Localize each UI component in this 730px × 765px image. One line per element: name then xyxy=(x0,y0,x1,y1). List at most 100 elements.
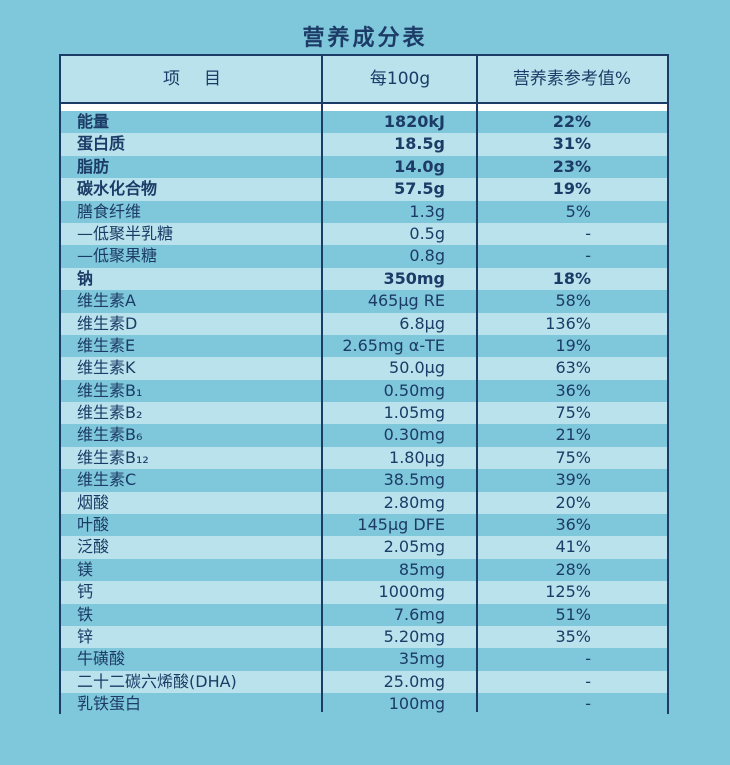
nutrient-name: 膳食纤维 xyxy=(77,201,142,221)
table-row: 维生素B₁₂ 1.80μg 75% xyxy=(61,446,667,470)
nutrient-amount: 1820kJ xyxy=(383,112,445,131)
table-row: 维生素D 6.8μg 136% xyxy=(61,312,667,335)
nutrient-nrv: 36% xyxy=(555,380,591,400)
table-row: 维生素A 465μg RE 58% xyxy=(61,290,667,313)
nutrient-nrv: 22% xyxy=(552,112,591,131)
column-divider xyxy=(476,56,478,712)
table-row: —低聚半乳糖 0.5g - xyxy=(61,222,667,246)
nutrient-name: 牛磺酸 xyxy=(77,649,126,669)
nutrient-nrv: 39% xyxy=(555,470,591,490)
nutrient-name: 蛋白质 xyxy=(77,134,126,154)
nutrient-amount: 85mg xyxy=(398,559,445,579)
nutrient-amount: 18.5g xyxy=(394,134,445,154)
nutrient-amount: 35mg xyxy=(398,649,445,669)
nutrient-nrv: 75% xyxy=(555,447,591,467)
table-row: 叶酸 145μg DFE 36% xyxy=(61,514,667,537)
nutrient-name: 镁 xyxy=(77,559,94,579)
nutrient-nrv: 36% xyxy=(555,515,591,535)
nutrient-name: —低聚果糖 xyxy=(77,246,158,266)
nutrient-amount: 57.5g xyxy=(394,179,445,199)
nutrient-name: 乳铁蛋白 xyxy=(77,694,142,714)
nutrient-name: 维生素B₆ xyxy=(77,425,143,445)
table-row: 维生素B₁ 0.50mg 36% xyxy=(61,379,667,403)
nutrient-name: 维生素C xyxy=(77,470,137,490)
nutrient-nrv: 31% xyxy=(552,134,591,154)
table-row: 牛磺酸 35mg - xyxy=(61,648,667,671)
nutrient-amount: 0.5g xyxy=(409,223,445,243)
header-item: 项目 xyxy=(163,69,245,89)
column-divider xyxy=(321,56,323,712)
nutrient-amount: 350mg xyxy=(383,268,445,288)
nutrient-amount: 2.65mg α-TE xyxy=(342,335,445,355)
table-row: 镁 85mg 28% xyxy=(61,558,667,582)
nutrient-amount: 38.5mg xyxy=(383,470,445,490)
nutrient-name: 碳水化合物 xyxy=(77,179,158,199)
nutrient-nrv: 136% xyxy=(545,313,591,333)
nutrient-nrv: 63% xyxy=(555,358,591,378)
table-row: 二十二碳六烯酸(DHA) 25.0mg - xyxy=(61,670,667,694)
nutrient-name: 维生素E xyxy=(77,335,136,355)
nutrient-nrv: 51% xyxy=(555,604,591,624)
nutrient-nrv: 125% xyxy=(545,582,591,602)
table-row: 乳铁蛋白 100mg - xyxy=(61,693,667,716)
nutrient-nrv: 75% xyxy=(555,403,591,423)
nutrient-nrv: 20% xyxy=(555,492,591,512)
nutrient-amount: 465μg RE xyxy=(367,291,445,311)
nutrient-nrv: 5% xyxy=(565,201,591,221)
nutrient-name: —低聚半乳糖 xyxy=(77,223,174,243)
table-row: 烟酸 2.80mg 20% xyxy=(61,491,667,515)
nutrient-amount: 0.30mg xyxy=(383,425,445,445)
nutrient-name: 锌 xyxy=(77,626,94,646)
nutrient-amount: 1.3g xyxy=(409,201,445,221)
nutrient-name: 维生素B₁₂ xyxy=(77,447,149,467)
table-row: 维生素K 50.0μg 63% xyxy=(61,357,667,380)
nutrient-nrv: - xyxy=(585,694,591,714)
nutrient-amount: 1000mg xyxy=(378,582,445,602)
nutrient-name: 铁 xyxy=(77,604,94,624)
nutrient-amount: 145μg DFE xyxy=(357,515,445,535)
nutrient-nrv: 23% xyxy=(552,156,591,176)
nutrient-name: 维生素B₁ xyxy=(77,380,143,400)
nutrient-name: 能量 xyxy=(77,112,110,131)
table-row: 维生素E 2.65mg α-TE 19% xyxy=(61,334,667,358)
nutrient-nrv: 19% xyxy=(555,335,591,355)
table-row: 膳食纤维 1.3g 5% xyxy=(61,200,667,223)
nutrient-name: 泛酸 xyxy=(77,537,110,557)
nutrient-nrv: 28% xyxy=(555,559,591,579)
header-per-100g: 每100g xyxy=(369,69,431,89)
nutrient-nrv: 21% xyxy=(555,425,591,445)
nutrient-name: 维生素D xyxy=(77,313,138,333)
nutrient-nrv: - xyxy=(585,649,591,669)
table-row: 能量 1820kJ 22% xyxy=(61,111,667,134)
table-row: —低聚果糖 0.8g - xyxy=(61,245,667,268)
nutrient-nrv: - xyxy=(585,246,591,266)
nutrient-name: 烟酸 xyxy=(77,492,110,512)
nutrient-amount: 6.8μg xyxy=(399,313,445,333)
table-row: 泛酸 2.05mg 41% xyxy=(61,536,667,559)
table-row: 维生素B₆ 0.30mg 21% xyxy=(61,424,667,447)
page-title: 营养成分表 xyxy=(302,26,428,51)
nutrient-nrv: - xyxy=(585,223,591,243)
nutrient-amount: 1.05mg xyxy=(383,403,445,423)
nutrient-amount: 2.80mg xyxy=(383,492,445,512)
nutrient-name: 钙 xyxy=(77,582,94,602)
table-body: 能量 1820kJ 22% 蛋白质 18.5g 31% 脂肪 14.0g 23% 碳水化合物 57.… xyxy=(61,111,667,716)
nutrient-amount: 1.80μg xyxy=(389,447,445,467)
nutrient-name: 叶酸 xyxy=(77,515,110,535)
nutrient-nrv: 41% xyxy=(555,537,591,557)
nutrient-name: 脂肪 xyxy=(77,156,110,176)
nutrient-name: 钠 xyxy=(77,268,94,288)
table-row: 脂肪 14.0g 23% xyxy=(61,155,667,179)
nutrient-name: 二十二碳六烯酸(DHA) xyxy=(77,671,237,691)
table-row: 钙 1000mg 125% xyxy=(61,581,667,604)
header-nrv: 营养素参考值% xyxy=(512,69,632,89)
nutrition-table: 项目 每100g 营养素参考值% 能量 1820kJ 22% 蛋白质 18.5g 31% 脂… xyxy=(59,54,669,716)
table-row: 锌 5.20mg 35% xyxy=(61,625,667,649)
nutrient-nrv: - xyxy=(585,671,591,691)
nutrient-amount: 0.8g xyxy=(409,246,445,266)
nutrient-amount: 7.6mg xyxy=(393,604,445,624)
nutrient-name: 维生素K xyxy=(77,358,136,378)
table-row: 维生素C 38.5mg 39% xyxy=(61,469,667,492)
nutrient-nrv: 19% xyxy=(552,179,591,199)
nutrient-amount: 25.0mg xyxy=(383,671,445,691)
